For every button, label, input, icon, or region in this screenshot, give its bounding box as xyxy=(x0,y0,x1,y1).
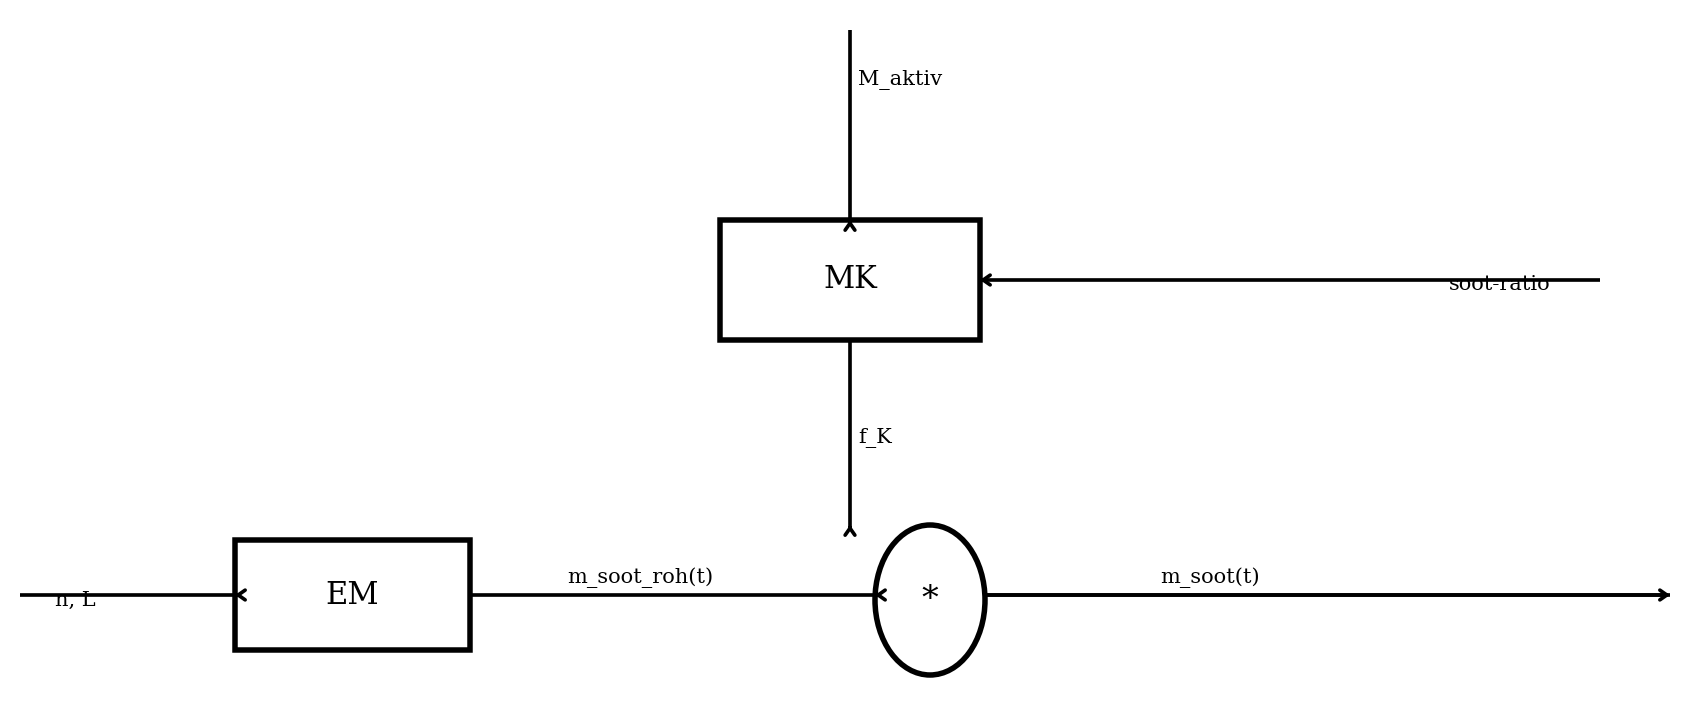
Text: n, L: n, L xyxy=(54,591,95,609)
Text: m_soot(t): m_soot(t) xyxy=(1160,568,1260,589)
Bar xyxy=(720,220,980,340)
Bar xyxy=(234,540,470,650)
Text: soot-ratio: soot-ratio xyxy=(1447,275,1549,294)
Text: m_soot_roh(t): m_soot_roh(t) xyxy=(567,568,713,589)
Ellipse shape xyxy=(874,525,985,675)
Text: f_K: f_K xyxy=(857,428,891,448)
Text: M_aktiv: M_aktiv xyxy=(857,70,942,90)
Text: EM: EM xyxy=(326,580,379,610)
Text: *: * xyxy=(920,584,937,616)
Text: MK: MK xyxy=(822,265,876,296)
